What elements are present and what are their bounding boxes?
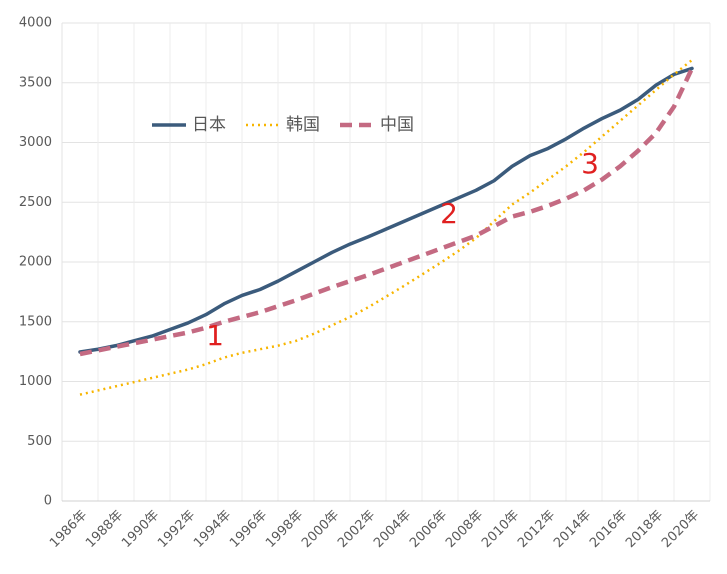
y-tick-label: 0 (44, 494, 52, 509)
x-tick-label: 2002年 (335, 508, 378, 551)
x-tick-label: 1996年 (227, 508, 270, 551)
legend-label: 日本 (192, 115, 226, 135)
line-series (79, 59, 693, 396)
y-tick-label: 2000 (19, 255, 52, 270)
x-tick-label: 2014年 (551, 508, 594, 551)
annotation: 1 (206, 319, 224, 352)
x-tick-label: 2016年 (587, 508, 630, 551)
x-tick-label: 2006年 (407, 508, 450, 551)
y-tick-label: 3500 (19, 75, 52, 90)
annotation: 2 (440, 197, 458, 230)
x-tick-label: 2004年 (371, 508, 414, 551)
y-tick-label: 1000 (19, 374, 52, 389)
x-tick-label: 1998年 (263, 508, 306, 551)
legend-label: 中国 (380, 115, 414, 135)
x-tick-label: 1990年 (119, 508, 162, 551)
y-tick-label: 4000 (19, 16, 52, 31)
x-tick-label: 2018年 (623, 508, 666, 551)
line-series (79, 67, 695, 357)
legend-label: 韩国 (286, 115, 320, 135)
x-tick-label: 1986年 (47, 508, 90, 551)
annotation: 3 (581, 147, 599, 180)
x-tick-label: 1994年 (191, 508, 234, 551)
x-tick-label: 1992年 (155, 508, 198, 551)
y-tick-label: 2500 (19, 195, 52, 210)
x-tick-label: 2000年 (299, 508, 342, 551)
line-series (78, 66, 694, 354)
x-tick-label: 2012年 (515, 508, 558, 551)
x-tick-label: 2008年 (443, 508, 486, 551)
y-tick-label: 500 (27, 434, 52, 449)
y-tick-label: 3000 (19, 135, 52, 150)
y-tick-label: 1500 (19, 314, 52, 329)
x-tick-label: 2010年 (479, 508, 522, 551)
x-tick-label: 1988年 (83, 508, 126, 551)
x-tick-label: 2020年 (659, 508, 702, 551)
